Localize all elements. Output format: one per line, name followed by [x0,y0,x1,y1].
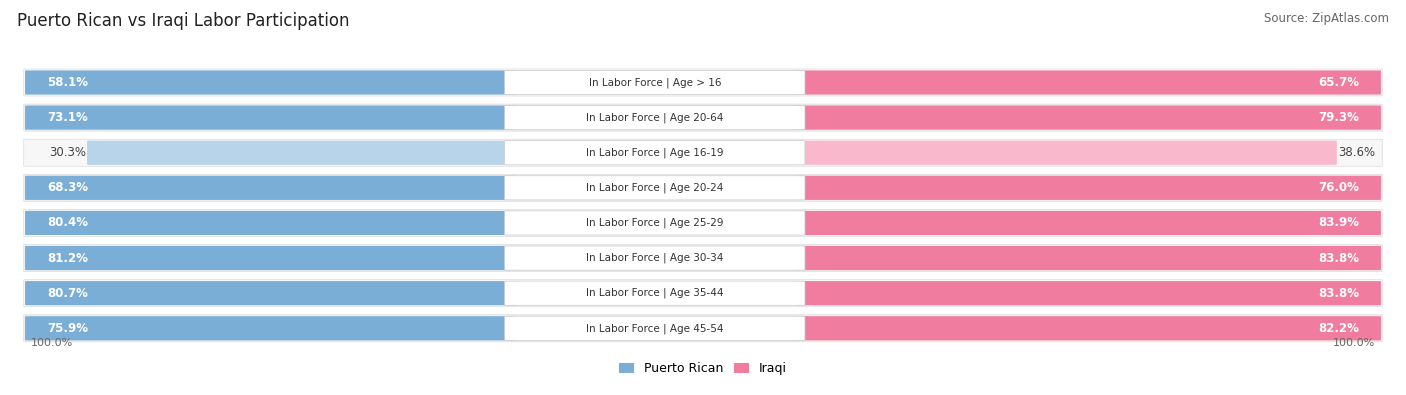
FancyBboxPatch shape [794,70,1381,94]
Text: 75.9%: 75.9% [48,322,89,335]
FancyBboxPatch shape [25,176,516,200]
FancyBboxPatch shape [25,105,516,130]
Legend: Puerto Rican, Iraqi: Puerto Rican, Iraqi [614,357,792,380]
FancyBboxPatch shape [25,281,516,305]
FancyBboxPatch shape [25,246,516,270]
Text: 79.3%: 79.3% [1317,111,1358,124]
FancyBboxPatch shape [505,176,806,200]
FancyBboxPatch shape [505,70,806,94]
Text: 83.9%: 83.9% [1317,216,1358,229]
Text: 80.7%: 80.7% [48,287,89,300]
FancyBboxPatch shape [794,281,1381,305]
FancyBboxPatch shape [794,176,1381,200]
Text: 81.2%: 81.2% [48,252,89,265]
Text: 58.1%: 58.1% [48,76,89,89]
FancyBboxPatch shape [794,105,1381,130]
Text: 82.2%: 82.2% [1317,322,1358,335]
Text: Puerto Rican vs Iraqi Labor Participation: Puerto Rican vs Iraqi Labor Participatio… [17,12,349,30]
FancyBboxPatch shape [794,316,1381,340]
Text: 83.8%: 83.8% [1317,252,1358,265]
Text: 100.0%: 100.0% [1333,338,1375,348]
FancyBboxPatch shape [794,141,1337,165]
Text: 76.0%: 76.0% [1317,181,1358,194]
Text: 73.1%: 73.1% [48,111,89,124]
FancyBboxPatch shape [25,316,516,340]
Text: 30.3%: 30.3% [49,146,86,159]
FancyBboxPatch shape [24,174,1382,201]
Text: 80.4%: 80.4% [48,216,89,229]
FancyBboxPatch shape [24,315,1382,342]
FancyBboxPatch shape [24,69,1382,96]
Text: In Labor Force | Age 25-29: In Labor Force | Age 25-29 [586,218,724,228]
FancyBboxPatch shape [24,245,1382,272]
FancyBboxPatch shape [505,105,806,130]
Text: 65.7%: 65.7% [1317,76,1358,89]
Text: In Labor Force | Age > 16: In Labor Force | Age > 16 [589,77,721,88]
FancyBboxPatch shape [24,104,1382,131]
FancyBboxPatch shape [87,141,516,165]
FancyBboxPatch shape [505,246,806,270]
Text: In Labor Force | Age 45-54: In Labor Force | Age 45-54 [586,323,724,333]
Text: 38.6%: 38.6% [1339,146,1375,159]
FancyBboxPatch shape [505,211,806,235]
Text: 100.0%: 100.0% [31,338,73,348]
Text: 83.8%: 83.8% [1317,287,1358,300]
Text: In Labor Force | Age 35-44: In Labor Force | Age 35-44 [586,288,724,299]
FancyBboxPatch shape [505,316,806,340]
FancyBboxPatch shape [505,281,806,305]
FancyBboxPatch shape [24,139,1382,166]
Text: In Labor Force | Age 16-19: In Labor Force | Age 16-19 [586,147,724,158]
Text: In Labor Force | Age 20-24: In Labor Force | Age 20-24 [586,182,724,193]
FancyBboxPatch shape [25,70,516,94]
Text: In Labor Force | Age 20-64: In Labor Force | Age 20-64 [586,112,724,123]
FancyBboxPatch shape [24,280,1382,307]
Text: Source: ZipAtlas.com: Source: ZipAtlas.com [1264,12,1389,25]
Text: 68.3%: 68.3% [48,181,89,194]
FancyBboxPatch shape [25,211,516,235]
Text: In Labor Force | Age 30-34: In Labor Force | Age 30-34 [586,253,724,263]
FancyBboxPatch shape [794,246,1381,270]
FancyBboxPatch shape [794,211,1381,235]
FancyBboxPatch shape [24,209,1382,237]
FancyBboxPatch shape [505,141,806,165]
